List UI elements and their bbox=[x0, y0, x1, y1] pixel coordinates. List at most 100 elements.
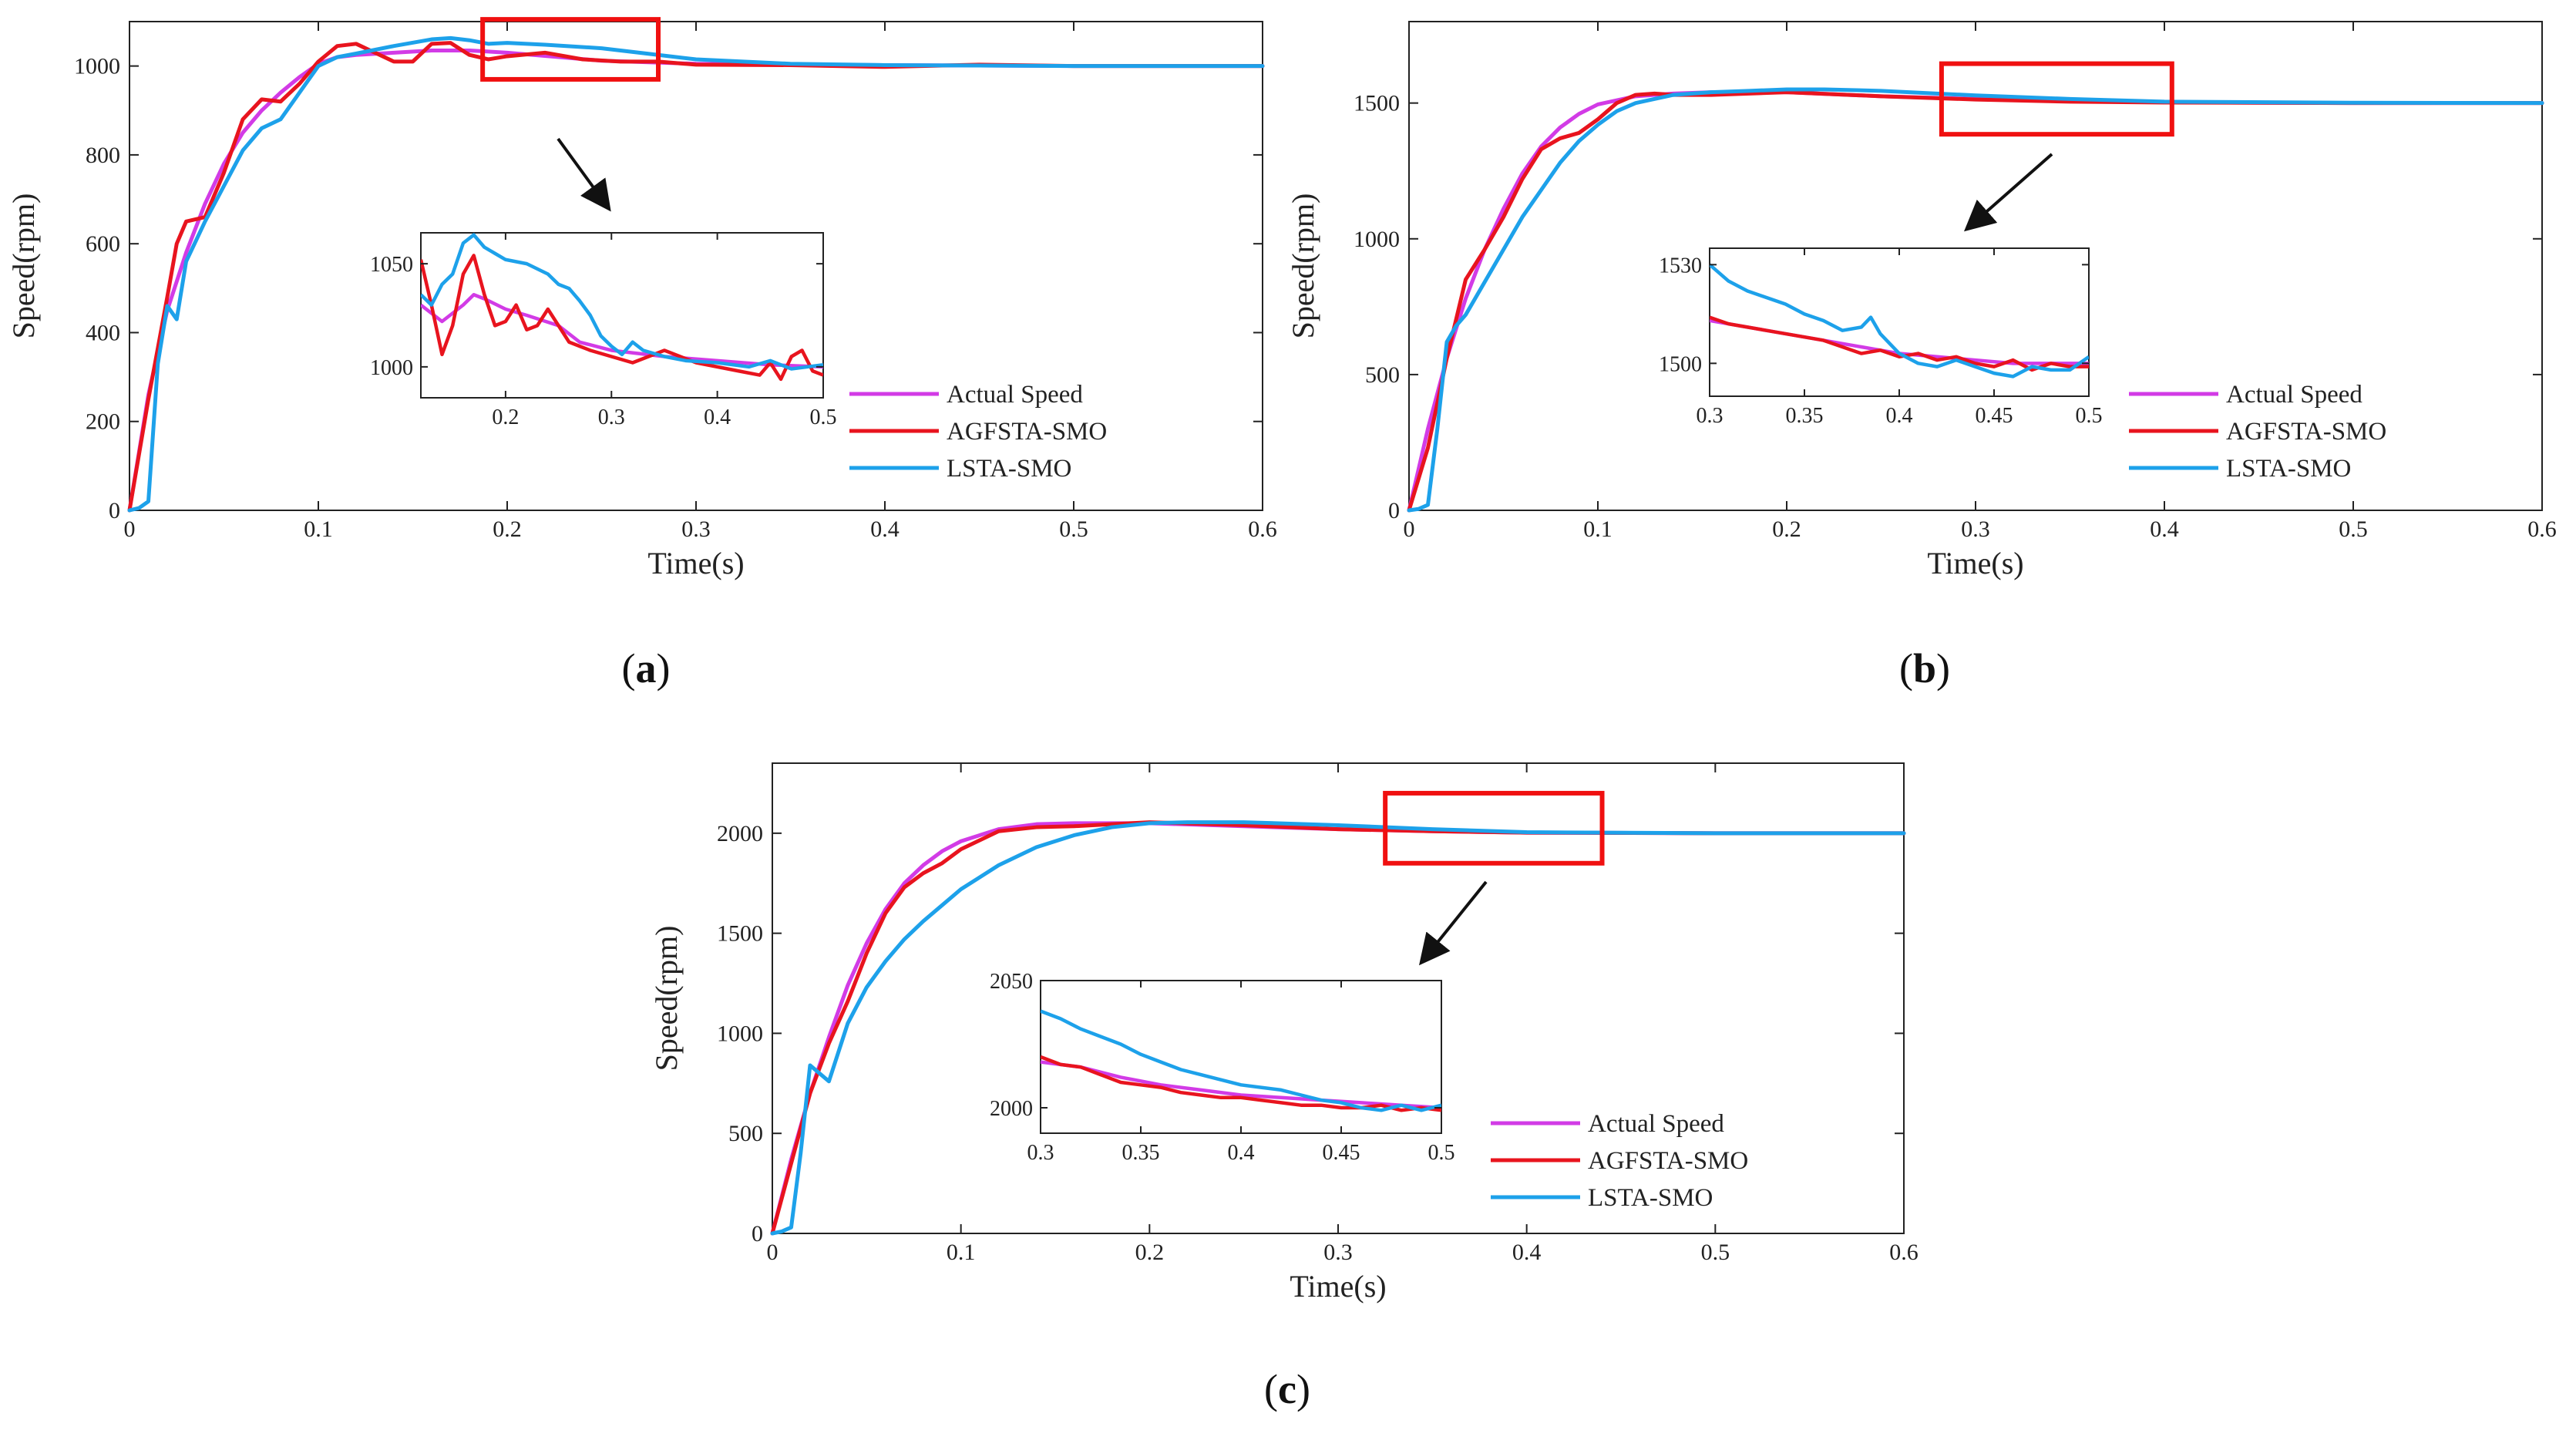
x-tick-label: 0.4 bbox=[2150, 516, 2179, 542]
inset-x-tick-label: 0.3 bbox=[598, 405, 625, 429]
y-tick-label: 0 bbox=[1388, 498, 1400, 523]
x-tick-label: 0.2 bbox=[1772, 516, 1801, 542]
chart-c: 0 0.1 0.2 0.3 0.4 0.5 0.6 0 500 1000 1500 2000 Time(… bbox=[649, 762, 1919, 1304]
y-tick-label: 1500 bbox=[717, 921, 763, 947]
y-tick-label: 400 bbox=[86, 320, 120, 345]
legend-label: AGFSTA-SMO bbox=[1588, 1147, 1748, 1175]
legend-label: LSTA-SMO bbox=[947, 455, 1071, 483]
inset-x-tick-label: 0.35 bbox=[1122, 1141, 1160, 1165]
inset-y-tick-label: 2050 bbox=[990, 970, 1033, 994]
y-tick-label: 1500 bbox=[1354, 91, 1400, 116]
x-tick-label: 0 bbox=[1404, 516, 1415, 542]
x-tick-label: 0.2 bbox=[493, 516, 522, 542]
zoom-arrow bbox=[557, 137, 611, 212]
legend-label: Actual Speed bbox=[1588, 1110, 1724, 1138]
inset-x-tick-label: 0.5 bbox=[810, 405, 837, 429]
zoom-region-box bbox=[1383, 790, 1605, 866]
y-tick-label: 800 bbox=[86, 143, 120, 168]
inset-x-tick-label: 0.45 bbox=[1976, 404, 2013, 428]
legend-label: Actual Speed bbox=[2226, 381, 2362, 409]
y-tick-label: 0 bbox=[109, 498, 120, 523]
y-tick-label: 2000 bbox=[717, 821, 763, 846]
inset-frame bbox=[1709, 247, 2090, 397]
zoom-region-box bbox=[1939, 61, 2174, 137]
legend: Actual Speed AGFSTA-SMO LSTA-SMO bbox=[849, 381, 1107, 483]
zoom-region-box bbox=[480, 17, 661, 82]
x-tick-label: 0 bbox=[767, 1240, 779, 1265]
x-tick-label: 0.4 bbox=[1512, 1240, 1542, 1265]
inset-y-tick-label: 2000 bbox=[990, 1097, 1033, 1121]
legend: Actual Speed AGFSTA-SMO LSTA-SMO bbox=[2129, 381, 2386, 483]
inset-series-line-actual bbox=[1041, 1060, 1441, 1110]
x-tick-label: 0.4 bbox=[870, 516, 900, 542]
caption-a: (a) bbox=[622, 645, 671, 691]
legend-label: Actual Speed bbox=[947, 381, 1083, 409]
inset-plot: 0.3 0.35 0.4 0.45 0.5 1500 1530 bbox=[1659, 247, 2103, 428]
inset-y-tick-label: 1530 bbox=[1659, 254, 1702, 278]
series-line-agfsta bbox=[127, 41, 1265, 513]
inset-plot: 0.3 0.35 0.4 0.45 0.5 2000 2050 bbox=[990, 970, 1455, 1165]
inset-x-tick-label: 0.4 bbox=[1886, 404, 1913, 428]
inset-x-tick-label: 0.45 bbox=[1323, 1141, 1360, 1165]
y-tick-label: 500 bbox=[728, 1121, 763, 1146]
y-axis-label: Speed(rpm) bbox=[649, 926, 684, 1072]
x-tick-label: 0.6 bbox=[1889, 1240, 1919, 1265]
y-tick-label: 200 bbox=[86, 409, 120, 435]
x-tick-label: 0.1 bbox=[947, 1240, 976, 1265]
legend: Actual Speed AGFSTA-SMO LSTA-SMO bbox=[1491, 1110, 1748, 1212]
caption-a-letter: a bbox=[636, 645, 657, 691]
inset-y-tick-label: 1000 bbox=[370, 356, 413, 380]
y-tick-label: 1000 bbox=[1354, 227, 1400, 252]
inset-series-line-lsta bbox=[421, 233, 823, 371]
x-axis-label: Time(s) bbox=[1290, 1269, 1386, 1304]
y-tick-label: 600 bbox=[86, 231, 120, 257]
x-tick-label: 0.6 bbox=[1248, 516, 1277, 542]
inset-x-tick-label: 0.3 bbox=[1697, 404, 1723, 428]
inset-y-tick-label: 1050 bbox=[370, 253, 413, 277]
x-tick-label: 0.1 bbox=[1583, 516, 1613, 542]
caption-c: (c) bbox=[1264, 1366, 1310, 1412]
caption-b-letter: b bbox=[1913, 645, 1936, 691]
caption-c-letter: c bbox=[1278, 1366, 1296, 1412]
y-tick-label: 1000 bbox=[717, 1021, 763, 1046]
inset-x-tick-label: 0.2 bbox=[492, 405, 519, 429]
legend-label: AGFSTA-SMO bbox=[2226, 418, 2386, 446]
x-tick-label: 0.6 bbox=[2527, 516, 2557, 542]
chart-a: 0 0.1 0.2 0.3 0.4 0.5 0.6 0 200 400 600 800 1000 Time… bbox=[6, 17, 1277, 580]
y-tick-label: 0 bbox=[752, 1221, 763, 1247]
inset-series-line-agfsta bbox=[1710, 315, 2089, 372]
inset-y-tick-label: 1500 bbox=[1659, 352, 1702, 376]
inset-series-line-lsta bbox=[1710, 263, 2089, 379]
series-line-agfsta bbox=[1407, 90, 2544, 513]
inset-x-tick-label: 0.35 bbox=[1786, 404, 1824, 428]
y-tick-label: 500 bbox=[1365, 362, 1400, 388]
x-tick-label: 0 bbox=[124, 516, 136, 542]
inset-series-line-agfsta bbox=[421, 254, 823, 382]
x-tick-label: 0.2 bbox=[1135, 1240, 1165, 1265]
x-axis-label: Time(s) bbox=[1927, 546, 2023, 580]
x-tick-label: 0.3 bbox=[681, 516, 711, 542]
y-axis-label: Speed(rpm) bbox=[6, 193, 41, 339]
series-line-lsta bbox=[770, 820, 1906, 1236]
inset-plot: 0.2 0.3 0.4 0.5 1000 1050 bbox=[370, 232, 837, 429]
x-tick-label: 0.3 bbox=[1323, 1240, 1353, 1265]
legend-label: AGFSTA-SMO bbox=[947, 418, 1107, 446]
inset-frame bbox=[420, 232, 824, 399]
inset-x-tick-label: 0.5 bbox=[2076, 404, 2103, 428]
series-line-lsta bbox=[1407, 87, 2544, 513]
inset-x-tick-label: 0.4 bbox=[704, 405, 731, 429]
x-tick-label: 0.3 bbox=[1961, 516, 1990, 542]
inset-x-tick-label: 0.4 bbox=[1228, 1141, 1255, 1165]
zoom-arrow bbox=[1963, 153, 2053, 232]
x-tick-label: 0.5 bbox=[1059, 516, 1088, 542]
x-tick-label: 0.5 bbox=[2339, 516, 2368, 542]
zoom-arrow bbox=[1418, 880, 1488, 966]
legend-label: LSTA-SMO bbox=[1588, 1184, 1713, 1212]
legend-label: LSTA-SMO bbox=[2226, 455, 2351, 483]
y-tick-label: 1000 bbox=[74, 54, 120, 79]
inset-series-line-lsta bbox=[1041, 1009, 1441, 1112]
y-axis-label: Speed(rpm) bbox=[1286, 193, 1320, 339]
inset-x-tick-label: 0.5 bbox=[1428, 1141, 1455, 1165]
x-tick-label: 0.1 bbox=[304, 516, 333, 542]
